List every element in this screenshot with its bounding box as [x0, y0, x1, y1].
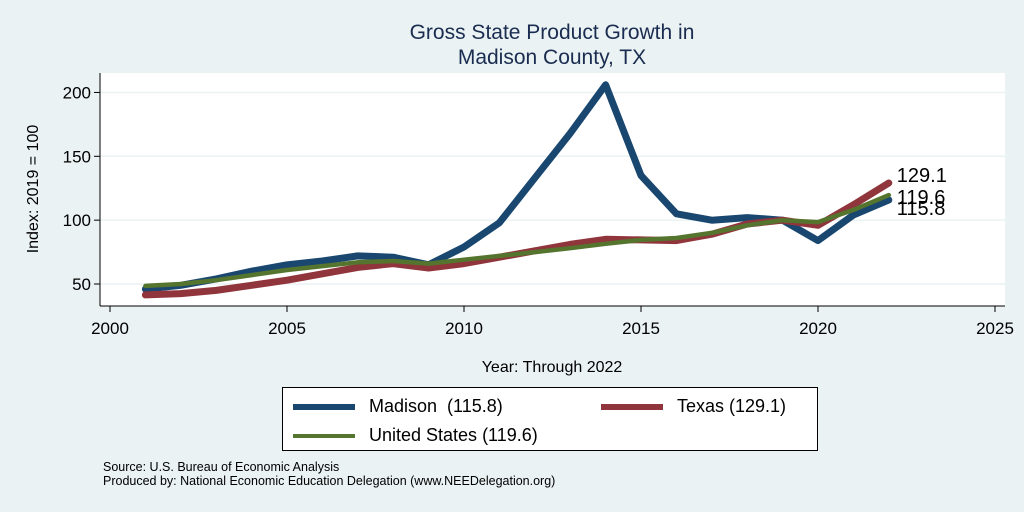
legend-item-texas: Texas (129.1)	[601, 396, 786, 417]
end-label-united-states: 119.6	[897, 187, 946, 209]
y-tick-label: 100	[63, 211, 91, 230]
legend-item-united-states: United States (119.6)	[293, 425, 538, 446]
x-tick-label: 2005	[268, 319, 306, 338]
y-tick-label: 50	[72, 275, 91, 294]
legend-swatch-united-states	[293, 433, 355, 438]
x-tick-label: 2010	[445, 319, 483, 338]
x-axis-label: Year: Through 2022	[482, 359, 623, 376]
x-tick-label: 2020	[799, 319, 837, 338]
chart-title-line-1: Gross State Product Growth in	[409, 21, 695, 44]
legend-swatch-madison	[293, 403, 355, 410]
x-tick-label: 2000	[91, 319, 129, 338]
footer: Source: U.S. Bureau of Economic Analysis…	[103, 460, 555, 488]
end-label-texas: 129.1	[897, 165, 947, 187]
end-label-madison: 115.8	[897, 198, 946, 220]
series-line-united-states	[143, 192, 892, 289]
y-tick-label: 150	[63, 147, 91, 166]
legend-label-madison: Madison (115.8)	[369, 396, 503, 416]
x-tick-label: 2025	[976, 319, 1014, 338]
producer-note: Produced by: National Economic Education…	[103, 474, 556, 488]
plot-area	[100, 73, 1005, 306]
legend-label-texas: Texas (129.1)	[677, 396, 787, 416]
legend-label-united-states: United States (119.6)	[369, 425, 538, 445]
x-tick-label: 2015	[622, 319, 660, 338]
chart-title-line-2: Madison County, TX	[457, 46, 647, 69]
source-note: Source: U.S. Bureau of Economic Analysis	[103, 460, 340, 474]
chart-title: Gross State Product Growth in Madison Co…	[0, 20, 1024, 70]
y-axis-label: Index: 2019 = 100	[25, 125, 42, 254]
legend-item-madison: Madison (115.8)	[293, 396, 503, 417]
legend: Madison (115.8) Texas (129.1) United Sta…	[282, 387, 818, 451]
y-tick-label: 200	[63, 83, 91, 102]
legend-swatch-texas	[601, 403, 663, 410]
